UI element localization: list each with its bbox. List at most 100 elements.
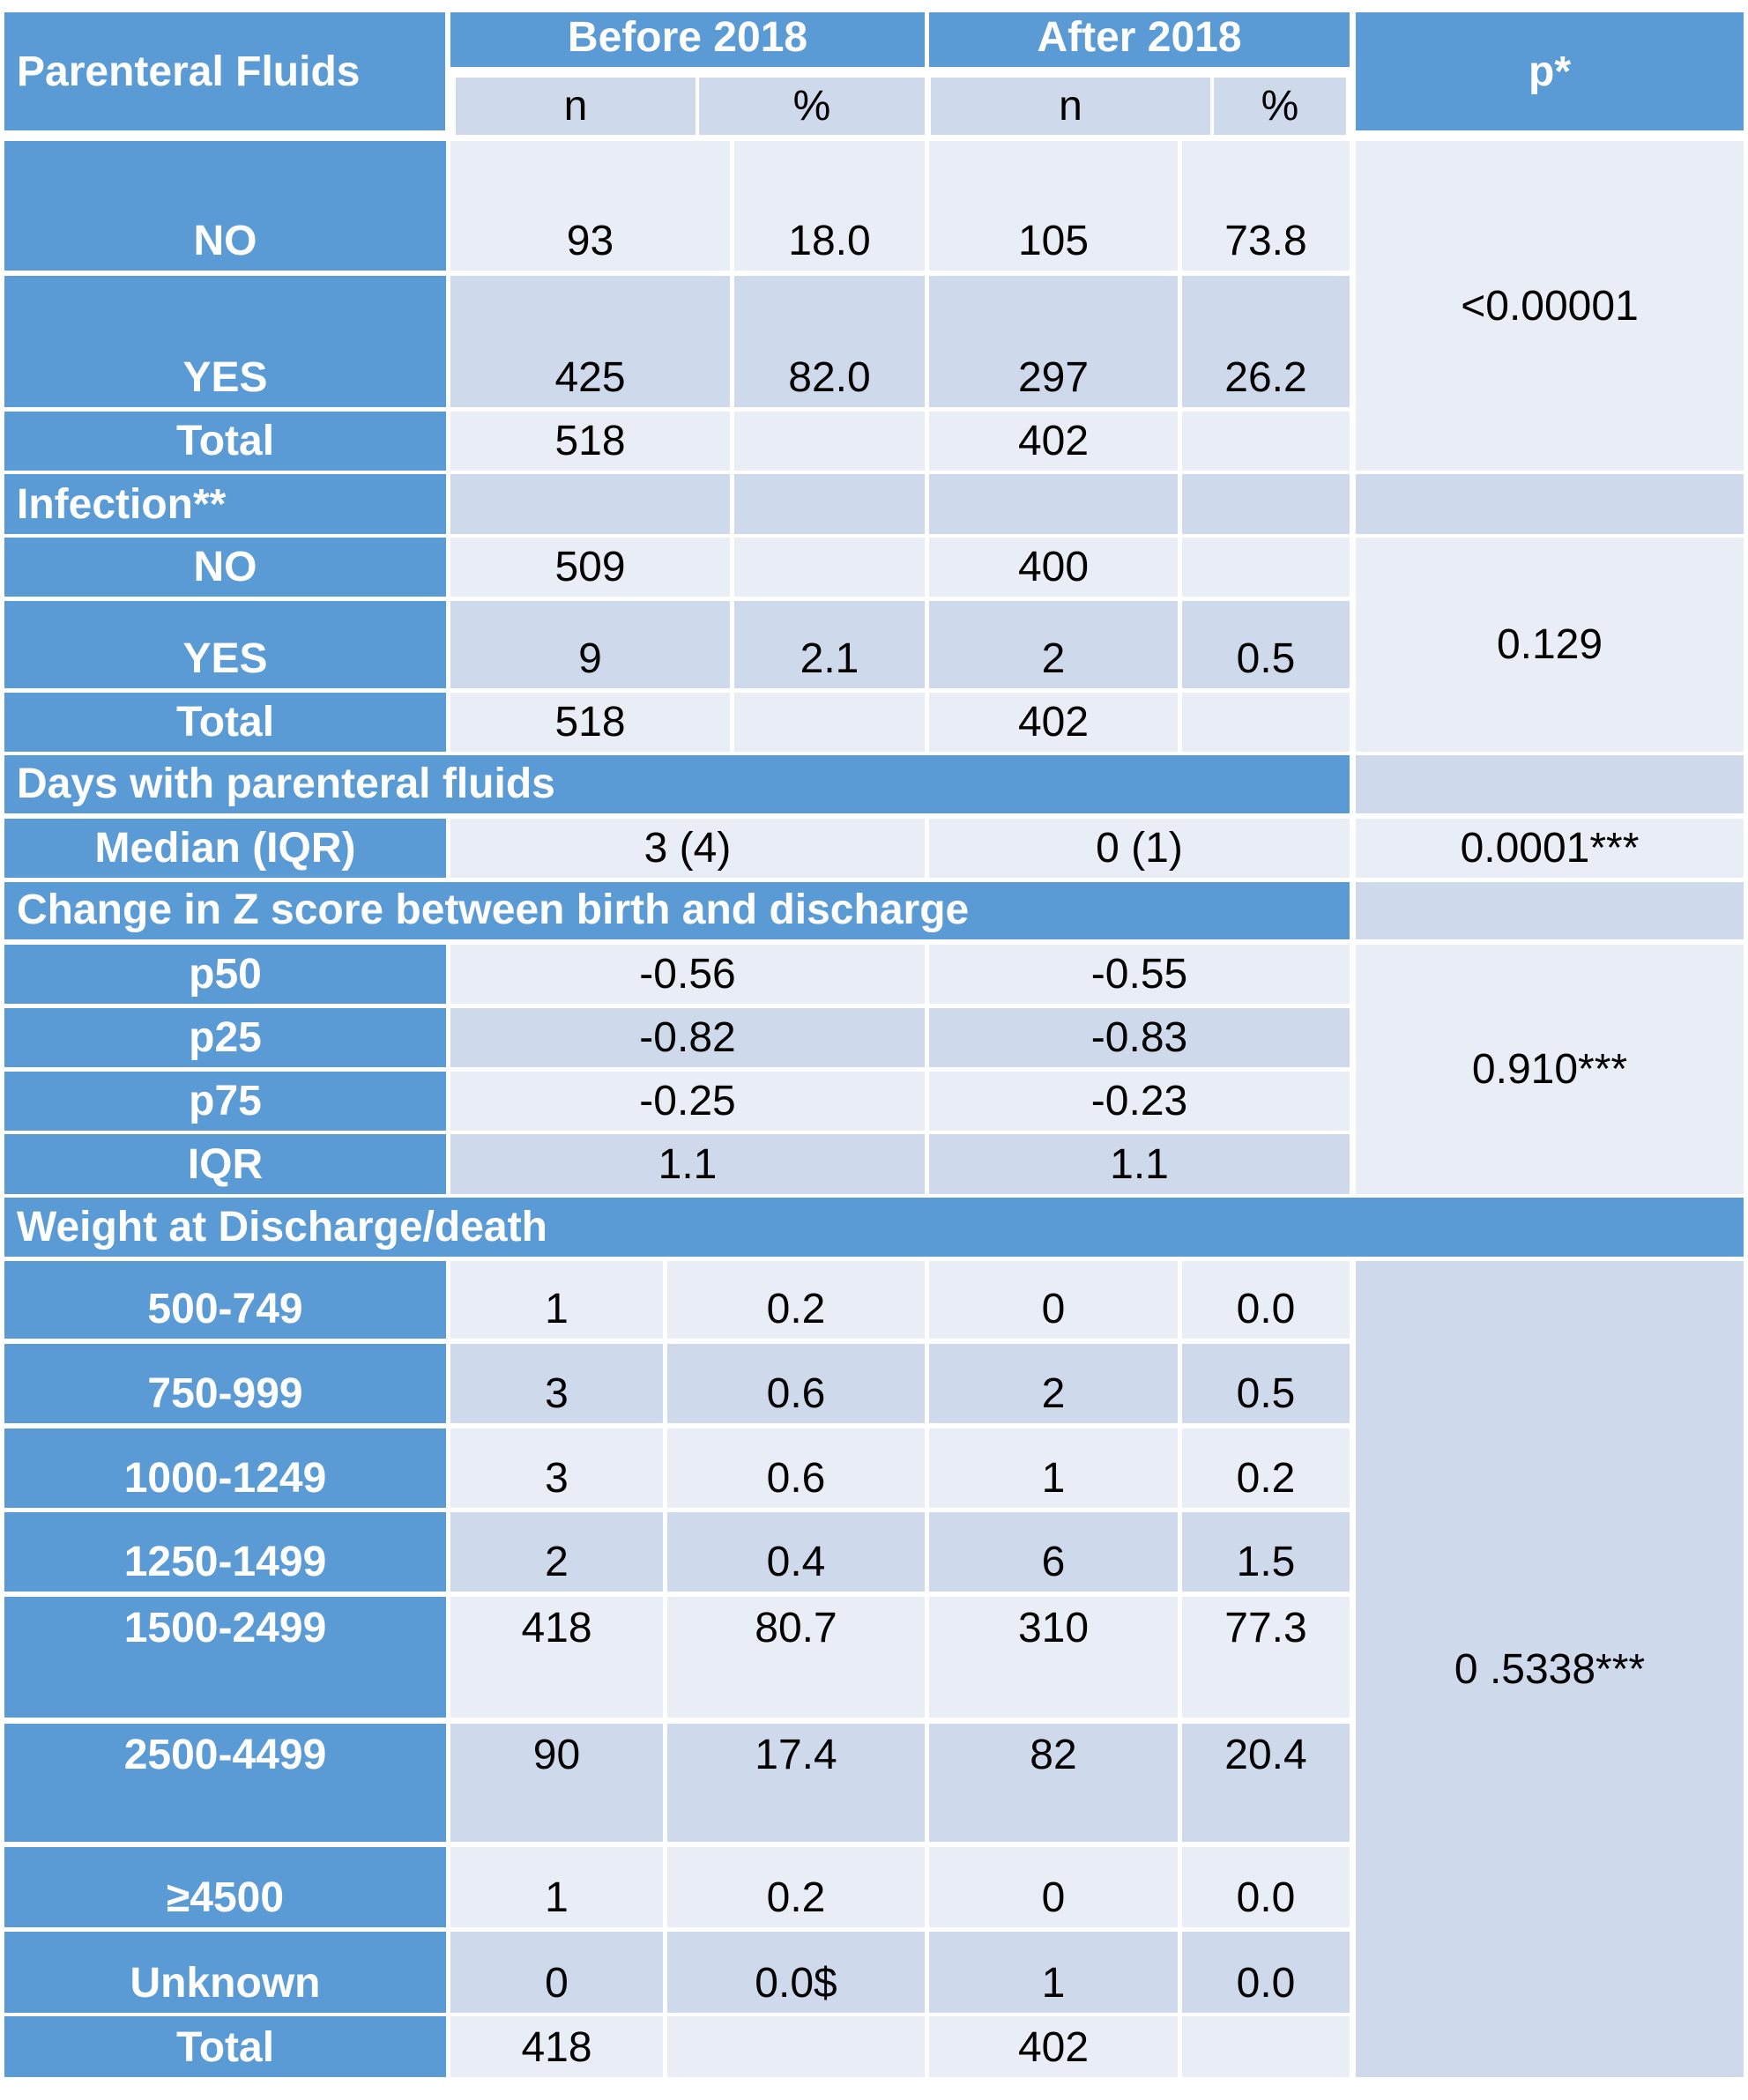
cell-before-pct: 2.1 bbox=[734, 601, 925, 688]
cell-after-n: 105 bbox=[929, 141, 1178, 271]
p-value-zscore: 0.910*** bbox=[1356, 945, 1744, 1194]
cell-after-n: 1 bbox=[929, 1932, 1178, 2013]
cell-after-n: 297 bbox=[929, 276, 1178, 407]
cell-after-pct: 0.0 bbox=[1182, 1847, 1350, 1927]
cell-after-n: 402 bbox=[929, 2016, 1178, 2077]
cell-after-pct: 0.5 bbox=[1182, 1344, 1350, 1423]
row-label: p25 bbox=[4, 1008, 446, 1067]
cell-before-pct: 0.4 bbox=[667, 1512, 925, 1592]
cell-after-pct: 1.5 bbox=[1182, 1512, 1350, 1592]
header-before-pct: % bbox=[699, 78, 925, 135]
cell-before-pct bbox=[734, 693, 925, 752]
cell-before-n: 2 bbox=[450, 1512, 663, 1592]
cell-before: 3 (4) bbox=[450, 819, 925, 878]
cell-after: -0.83 bbox=[929, 1008, 1350, 1067]
cell-after-pct: 77.3 bbox=[1182, 1597, 1350, 1718]
cell-before-n: 425 bbox=[450, 276, 730, 407]
cell-after-n: 2 bbox=[929, 601, 1178, 688]
cell-before: -0.25 bbox=[450, 1072, 925, 1131]
header-p: p* bbox=[1356, 12, 1744, 130]
section-infection: Infection** bbox=[4, 474, 446, 534]
cell-after-n: 402 bbox=[929, 412, 1178, 471]
cell-before-pct: 0.6 bbox=[667, 1344, 925, 1423]
cell-after-pct bbox=[1182, 693, 1350, 752]
cell-before-pct: 18.0 bbox=[734, 141, 925, 271]
header-after-pct: % bbox=[1214, 78, 1346, 135]
row-label: IQR bbox=[4, 1134, 446, 1194]
header-after-n: n bbox=[931, 78, 1210, 135]
p-value-weight: 0 .5338*** bbox=[1356, 1261, 1744, 2077]
row-label: NO bbox=[4, 141, 446, 271]
cell-after-pct: 0.2 bbox=[1182, 1428, 1350, 1508]
header-before-n: n bbox=[456, 78, 695, 135]
cell-after-pct bbox=[1182, 412, 1350, 471]
row-label: 1250-1499 bbox=[4, 1512, 446, 1592]
cell-before-n: 518 bbox=[450, 693, 730, 752]
cell-after-n: 0 bbox=[929, 1847, 1178, 1927]
row-label: Total bbox=[4, 2016, 446, 2077]
cell-before-pct bbox=[734, 538, 925, 597]
cell-before: -0.56 bbox=[450, 945, 925, 1004]
row-label: YES bbox=[4, 276, 446, 407]
cell-before-pct: 0.0$ bbox=[667, 1932, 925, 2013]
cell-after-pct: 20.4 bbox=[1182, 1724, 1350, 1842]
cell-before-pct: 17.4 bbox=[667, 1724, 925, 1842]
blank bbox=[929, 474, 1178, 534]
cell-before-n: 3 bbox=[450, 1428, 663, 1508]
cell-before-n: 1 bbox=[450, 1261, 663, 1339]
section-days: Days with parenteral fluids bbox=[4, 755, 1350, 813]
cell-before-pct: 82.0 bbox=[734, 276, 925, 407]
header-after-2018: After 2018 bbox=[929, 12, 1350, 67]
cell-after-pct: 0.0 bbox=[1182, 1932, 1350, 2013]
cell-before: -0.82 bbox=[450, 1008, 925, 1067]
cell-after-pct bbox=[1182, 538, 1350, 597]
blank bbox=[450, 474, 730, 534]
blank bbox=[1356, 882, 1744, 939]
section-weight: Weight at Discharge/death bbox=[4, 1198, 1744, 1257]
cell-before-n: 418 bbox=[450, 2016, 663, 2077]
cell-after-pct: 26.2 bbox=[1182, 276, 1350, 407]
p-value-infection: 0.129 bbox=[1356, 538, 1744, 752]
cell-before-n: 509 bbox=[450, 538, 730, 597]
row-label: Median (IQR) bbox=[4, 819, 446, 878]
cell-before-n: 9 bbox=[450, 601, 730, 688]
cell-before-n: 93 bbox=[450, 141, 730, 271]
cell-after-pct: 0.0 bbox=[1182, 1261, 1350, 1339]
cell-before-n: 1 bbox=[450, 1847, 663, 1927]
blank bbox=[1182, 474, 1350, 534]
cell-before-pct bbox=[667, 2016, 925, 2077]
cell-after-n: 82 bbox=[929, 1724, 1178, 1842]
blank bbox=[1356, 755, 1744, 813]
cell-before-pct: 80.7 bbox=[667, 1597, 925, 1718]
cell-before-n: 3 bbox=[450, 1344, 663, 1423]
cell-after: 0 (1) bbox=[929, 819, 1350, 878]
section-zscore: Change in Z score between birth and disc… bbox=[4, 882, 1350, 939]
cell-after-n: 400 bbox=[929, 538, 1178, 597]
row-label: p50 bbox=[4, 945, 446, 1004]
cell-before-pct: 0.6 bbox=[667, 1428, 925, 1508]
cell-before-pct bbox=[734, 412, 925, 471]
cell-after: -0.55 bbox=[929, 945, 1350, 1004]
row-label: Total bbox=[4, 693, 446, 752]
row-label: YES bbox=[4, 601, 446, 688]
cell-after-n: 6 bbox=[929, 1512, 1178, 1592]
cell-before-pct: 0.2 bbox=[667, 1261, 925, 1339]
row-label: NO bbox=[4, 538, 446, 597]
cell-after-pct: 0.5 bbox=[1182, 601, 1350, 688]
cell-after-pct: 73.8 bbox=[1182, 141, 1350, 271]
row-label: 2500-4499 bbox=[4, 1724, 446, 1842]
row-label: 500-749 bbox=[4, 1261, 446, 1339]
blank bbox=[734, 474, 925, 534]
cell-after-n: 310 bbox=[929, 1597, 1178, 1718]
cell-before-pct: 0.2 bbox=[667, 1847, 925, 1927]
cell-before-n: 90 bbox=[450, 1724, 663, 1842]
row-label: ≥4500 bbox=[4, 1847, 446, 1927]
row-label: 1500-2499 bbox=[4, 1597, 446, 1718]
cell-after-n: 1 bbox=[929, 1428, 1178, 1508]
row-label: 1000-1249 bbox=[4, 1428, 446, 1508]
row-label: Unknown bbox=[4, 1932, 446, 2013]
row-label: Total bbox=[4, 412, 446, 471]
cell-after: -0.23 bbox=[929, 1072, 1350, 1131]
row-label: p75 bbox=[4, 1072, 446, 1131]
cell-after: 1.1 bbox=[929, 1134, 1350, 1194]
